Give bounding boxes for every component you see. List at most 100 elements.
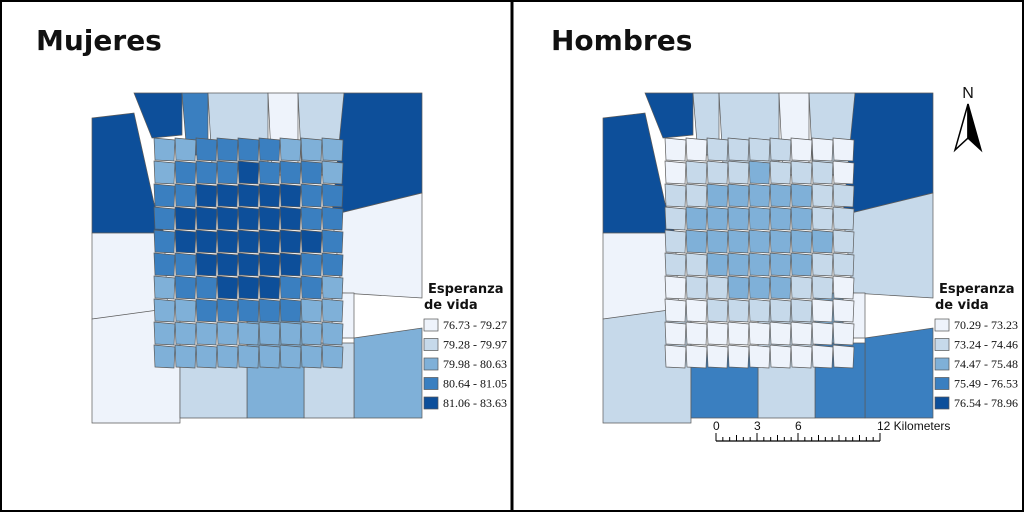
legend-swatch xyxy=(934,377,950,390)
district xyxy=(685,252,708,277)
district xyxy=(174,206,197,231)
district xyxy=(706,229,729,254)
district xyxy=(811,252,834,277)
district xyxy=(237,160,260,185)
legend-swatch xyxy=(934,357,950,371)
legend-label: 76.73 - 79.27 xyxy=(443,318,507,332)
district xyxy=(769,275,792,300)
district xyxy=(321,321,344,346)
district xyxy=(748,321,771,346)
district xyxy=(769,344,792,369)
district xyxy=(321,275,344,300)
district xyxy=(718,92,780,166)
district xyxy=(153,160,176,185)
district xyxy=(790,229,813,254)
district xyxy=(258,229,281,254)
district xyxy=(706,183,729,208)
district xyxy=(727,275,750,300)
district xyxy=(279,344,302,369)
district xyxy=(748,206,771,231)
district xyxy=(706,206,729,231)
district xyxy=(174,229,197,254)
district xyxy=(195,344,218,369)
district xyxy=(685,275,708,300)
district xyxy=(153,298,176,323)
district xyxy=(811,344,834,369)
district xyxy=(664,321,687,346)
district xyxy=(195,321,218,346)
district xyxy=(216,321,239,346)
district xyxy=(832,275,855,300)
district xyxy=(258,252,281,277)
district xyxy=(195,252,218,277)
north-label: N xyxy=(962,85,974,102)
district xyxy=(811,321,834,346)
choropleth xyxy=(91,92,423,424)
district xyxy=(258,160,281,185)
district xyxy=(300,206,323,231)
district xyxy=(685,229,708,254)
district xyxy=(790,160,813,185)
arrow-left xyxy=(953,103,969,153)
district xyxy=(195,298,218,323)
district xyxy=(153,183,176,208)
district xyxy=(174,321,197,346)
district xyxy=(685,183,708,208)
district xyxy=(706,344,729,369)
district xyxy=(748,344,771,369)
district xyxy=(279,160,302,185)
district xyxy=(727,137,750,162)
arrow-right xyxy=(967,103,983,153)
legend-title: de vida xyxy=(424,298,478,313)
district xyxy=(195,275,218,300)
district xyxy=(153,252,176,277)
scale-label: 3 xyxy=(754,419,761,433)
district xyxy=(832,229,855,254)
district xyxy=(237,321,260,346)
district xyxy=(216,275,239,300)
legend-label: 75.49 - 76.53 xyxy=(954,376,1018,390)
legend-label: 70.29 - 73.23 xyxy=(954,318,1018,332)
district xyxy=(153,206,176,231)
district xyxy=(664,183,687,208)
district xyxy=(207,92,269,166)
district xyxy=(664,252,687,277)
district xyxy=(300,344,323,369)
district xyxy=(769,252,792,277)
district xyxy=(832,252,855,277)
legend-swatch xyxy=(934,318,950,332)
district xyxy=(727,183,750,208)
district xyxy=(748,252,771,277)
district xyxy=(706,321,729,346)
district xyxy=(769,137,792,162)
legend-title: Esperanza xyxy=(428,282,504,297)
district xyxy=(864,327,934,419)
district xyxy=(832,160,855,185)
scale-label: 6 xyxy=(795,419,802,433)
district xyxy=(748,160,771,185)
district xyxy=(258,344,281,369)
legend-label: 80.64 - 81.05 xyxy=(443,376,507,390)
scale-label: 0 xyxy=(713,419,720,433)
district xyxy=(279,183,302,208)
district xyxy=(216,344,239,369)
district xyxy=(727,229,750,254)
district xyxy=(153,344,176,369)
district xyxy=(216,160,239,185)
district xyxy=(174,275,197,300)
district xyxy=(748,275,771,300)
district xyxy=(237,298,260,323)
district xyxy=(685,160,708,185)
district xyxy=(769,160,792,185)
district xyxy=(153,229,176,254)
district xyxy=(790,137,813,162)
district xyxy=(237,229,260,254)
district xyxy=(133,92,183,139)
district xyxy=(216,298,239,323)
district xyxy=(258,137,281,162)
district xyxy=(321,229,344,254)
district xyxy=(279,206,302,231)
district xyxy=(216,137,239,162)
district xyxy=(706,160,729,185)
district xyxy=(664,229,687,254)
